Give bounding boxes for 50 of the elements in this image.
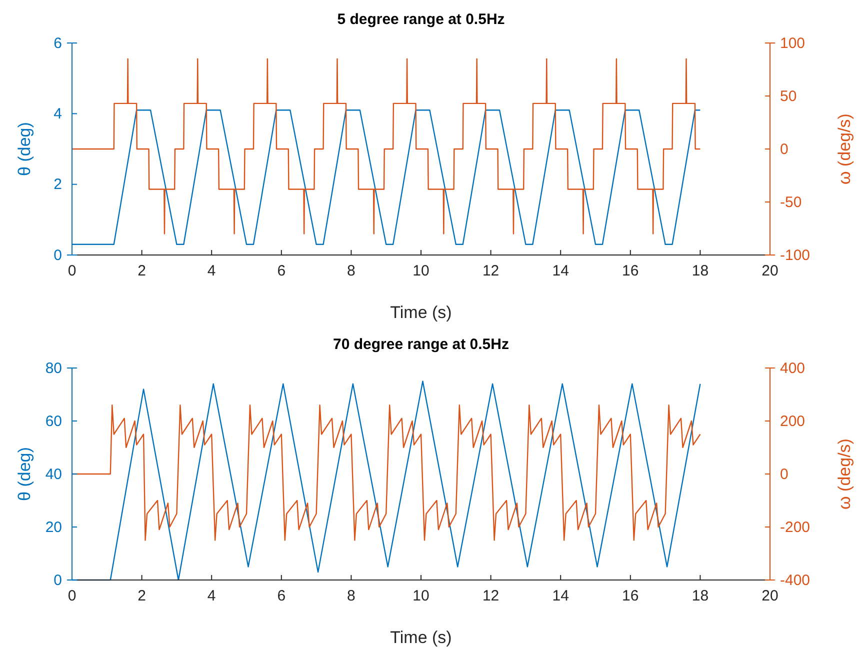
x-tick-label: 0 [68,262,76,280]
y2-tick-label: -400 [780,572,810,589]
y-tick-label: 60 [45,412,62,430]
y2-tick-label: 0 [780,466,788,483]
y2-tick-label: 200 [780,412,806,430]
x-tick-label: 8 [347,262,356,280]
y2-tick-label: -50 [780,194,802,211]
x-tick-label: 2 [138,588,146,605]
x-tick-label: 12 [482,588,500,605]
x-tick-label: 16 [622,588,639,605]
y-tick-label: 0 [54,246,62,264]
x-tick-label: 6 [277,588,286,605]
y2-tick-label: -200 [780,518,810,536]
y-axis-title: θ (deg) [15,122,34,176]
x-tick-label: 16 [622,262,639,280]
x-tick-label: 20 [762,262,778,280]
x-axis-title: Time (s) [390,303,452,322]
y2-tick-label: 50 [780,88,797,105]
y2-axis-title: ω (deg/s) [835,438,854,510]
y-tick-label: 20 [45,518,62,536]
y2-tick-label: -100 [780,246,810,264]
x-tick-label: 14 [552,262,569,280]
y2-tick-label: 400 [780,360,806,377]
y-axis-title: θ (deg) [15,447,34,501]
y2-axis-title: ω (deg/s) [835,114,854,184]
x-tick-label: 6 [277,262,286,280]
x-tick-label: 10 [412,588,430,605]
x-tick-label: 4 [207,588,216,605]
y-tick-label: 2 [54,176,62,194]
y-tick-label: 40 [45,466,62,483]
y-tick-label: 80 [45,360,62,377]
line-series [71,58,701,234]
x-tick-label: 10 [412,262,430,280]
chart-title: 70 degree range at 0.5Hz [333,336,509,353]
y2-tick-label: 100 [780,34,806,52]
x-tick-label: 2 [138,262,146,280]
y-tick-label: 0 [54,572,62,589]
x-tick-label: 18 [692,588,709,605]
x-tick-label: 8 [347,588,356,605]
y-tick-label: 4 [54,105,62,122]
y2-tick-label: 0 [780,140,788,158]
y-tick-label: 6 [54,34,62,52]
x-tick-label: 18 [692,262,709,280]
x-tick-label: 14 [552,588,569,605]
chart-title: 5 degree range at 0.5Hz [337,11,505,28]
x-axis-title: Time (s) [390,628,452,647]
x-tick-label: 20 [762,588,778,605]
x-tick-label: 0 [68,588,76,605]
x-tick-label: 4 [207,262,216,280]
x-tick-label: 12 [482,262,500,280]
